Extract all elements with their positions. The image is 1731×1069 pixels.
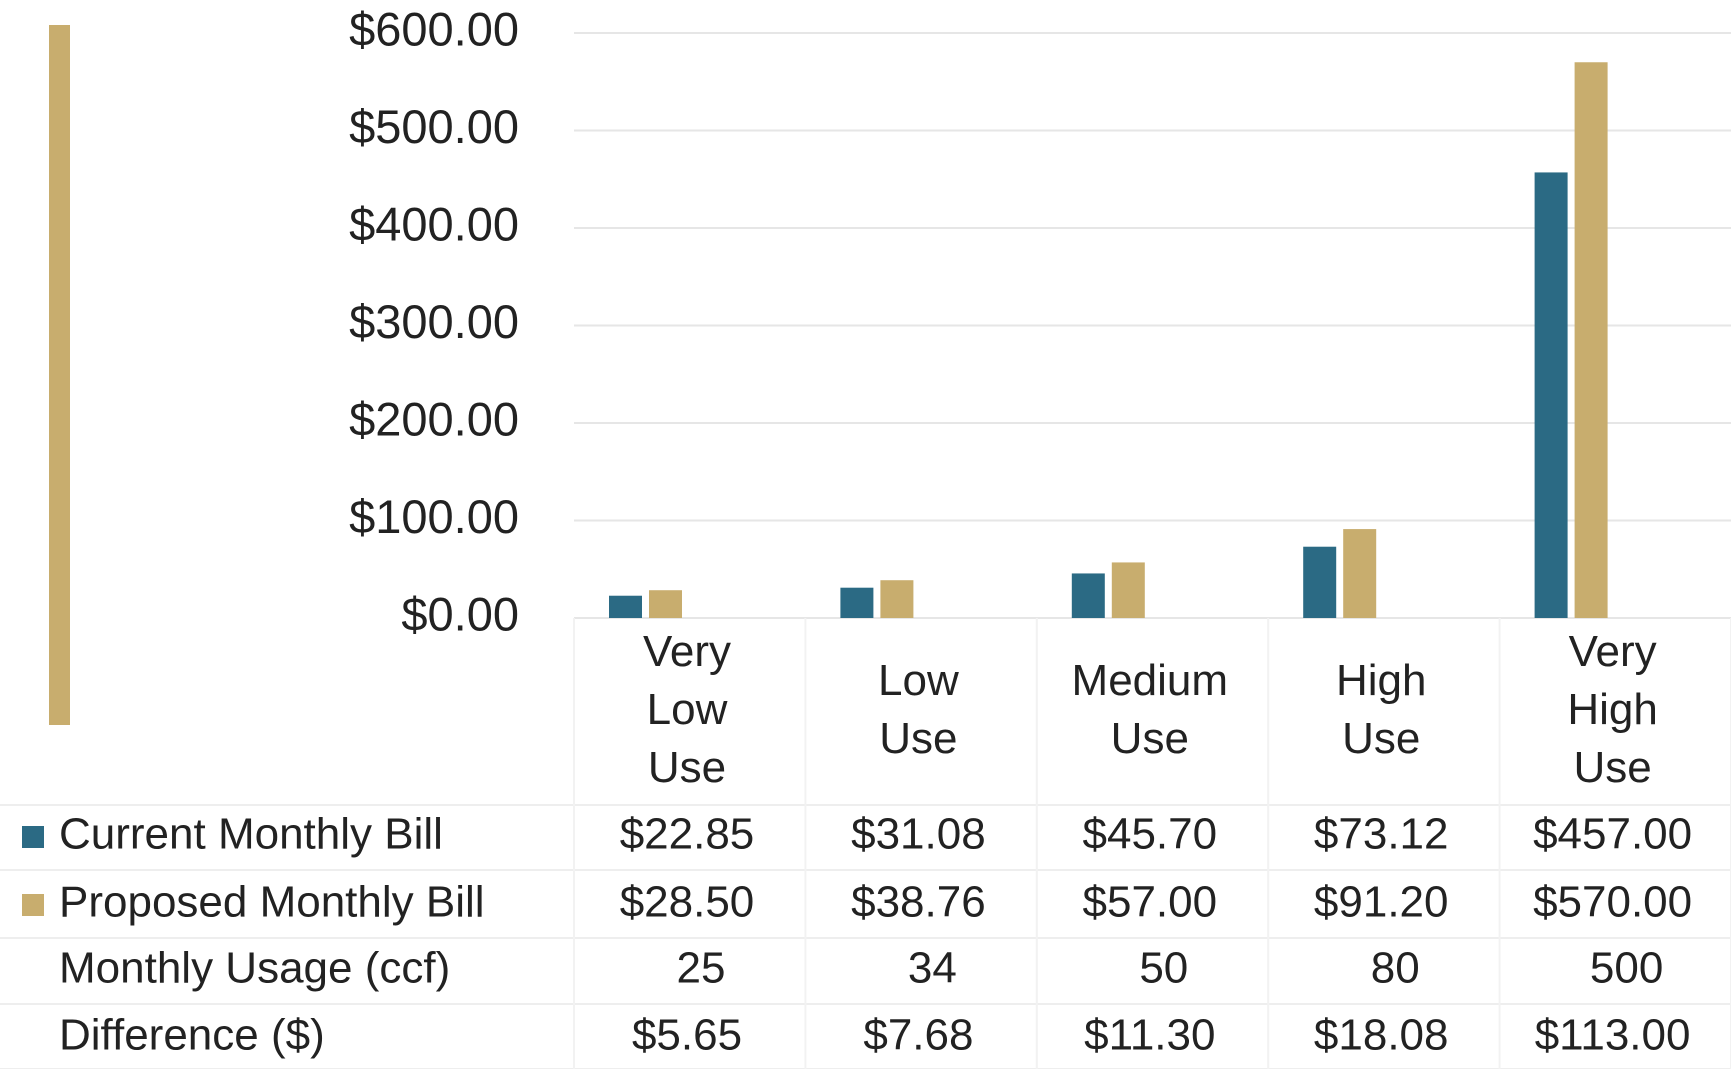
y-tick-label: $500.00 <box>349 100 519 153</box>
bar <box>1343 529 1377 618</box>
x-tick-label: High Use <box>1336 656 1427 763</box>
bar <box>1574 62 1608 618</box>
table-cell: 80 <box>1371 944 1420 993</box>
table-cell: $570.00 <box>1533 878 1692 927</box>
table-cell: $18.08 <box>1314 1011 1449 1060</box>
table-cell: $91.20 <box>1314 878 1449 927</box>
legend-swatch <box>22 894 44 916</box>
table-cell: $113.00 <box>1535 1011 1691 1060</box>
bar <box>1303 546 1337 618</box>
table-cell: $57.00 <box>1083 878 1218 927</box>
table-cell: $22.85 <box>620 810 755 859</box>
bar <box>1111 562 1145 618</box>
table-cell: 34 <box>908 944 957 993</box>
table-cell: 500 <box>1590 944 1663 993</box>
x-tick-label: Very High Use <box>1567 627 1658 792</box>
table-cell: $457.00 <box>1533 810 1692 859</box>
x-tick-label: Very Low Use <box>643 627 731 792</box>
y-tick-label: $300.00 <box>349 295 519 348</box>
table-cell: $7.68 <box>863 1011 973 1060</box>
table-cell: $38.76 <box>851 878 986 927</box>
x-tick-label: Low Use <box>878 656 959 763</box>
table-cell: $11.30 <box>1084 1011 1215 1060</box>
row-label: Monthly Usage (ccf) <box>59 944 450 993</box>
legend-swatch <box>22 826 44 848</box>
table-cell: $5.65 <box>632 1011 742 1060</box>
bar <box>880 580 914 618</box>
legend-label: Current Monthly Bill <box>59 810 443 859</box>
table-cell: $31.08 <box>851 810 986 859</box>
table-cell: 50 <box>1139 944 1188 993</box>
bar <box>649 590 682 618</box>
table-cell: 25 <box>677 944 726 993</box>
y-tick-label: $100.00 <box>349 490 519 543</box>
bar <box>1071 573 1105 618</box>
table-cell: $73.12 <box>1314 810 1449 859</box>
y-tick-label: $400.00 <box>349 197 519 250</box>
y-tick-label: $0.00 <box>401 587 519 640</box>
y-tick-label: $200.00 <box>349 392 519 445</box>
legend-label: Proposed Monthly Bill <box>59 878 485 927</box>
x-tick-label: Medium Use <box>1072 656 1229 763</box>
side-bar <box>49 25 70 725</box>
table-cell: $45.70 <box>1083 810 1218 859</box>
row-label: Difference ($) <box>59 1011 325 1060</box>
bar <box>1534 172 1568 619</box>
bar <box>840 587 874 618</box>
bar <box>609 595 642 618</box>
table-cell: $28.50 <box>620 878 755 927</box>
y-tick-label: $600.00 <box>349 2 519 55</box>
